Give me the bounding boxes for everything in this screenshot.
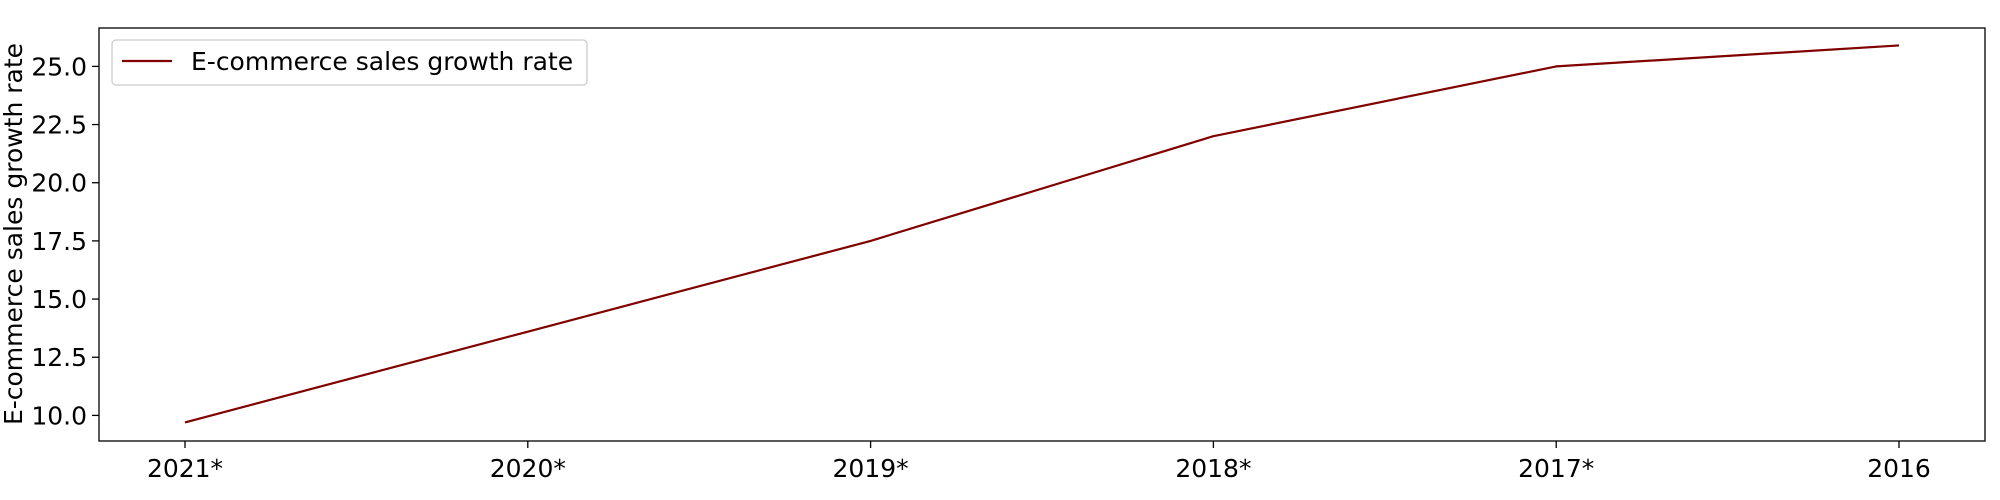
y-tick-label: 22.5 <box>31 111 87 140</box>
y-tick-label: 20.0 <box>31 169 87 198</box>
x-tick-label: 2018* <box>1175 454 1251 483</box>
y-tick-label: 17.5 <box>31 227 87 256</box>
legend-box <box>111 39 588 86</box>
y-tick-label: 12.5 <box>31 343 87 372</box>
x-tick-label: 2017* <box>1518 454 1594 483</box>
y-tick-label: 25.0 <box>31 52 87 81</box>
x-tick-label: 2021* <box>147 454 223 483</box>
series-line <box>184 44 1900 424</box>
y-tick-label: 15.0 <box>31 285 87 314</box>
x-tick-label: 2016 <box>1867 454 1931 483</box>
x-tick-label: 2019* <box>833 454 909 483</box>
plot-frame <box>98 27 1986 442</box>
y-axis-ticks: 10.0 12.5 15.0 17.5 20.0 22.5 25.0 <box>31 52 99 430</box>
y-tick-label: 10.0 <box>31 401 87 430</box>
legend-label: E-commerce sales growth rate <box>191 47 573 76</box>
x-axis-ticks: 2021* 2020* 2019* 2018* 2017* 2016 <box>147 441 1931 483</box>
legend: E-commerce sales growth rate <box>111 39 588 86</box>
y-axis-title: E-commerce sales growth rate <box>0 43 28 425</box>
x-tick-label: 2020* <box>490 454 566 483</box>
series-layer <box>184 44 1900 424</box>
